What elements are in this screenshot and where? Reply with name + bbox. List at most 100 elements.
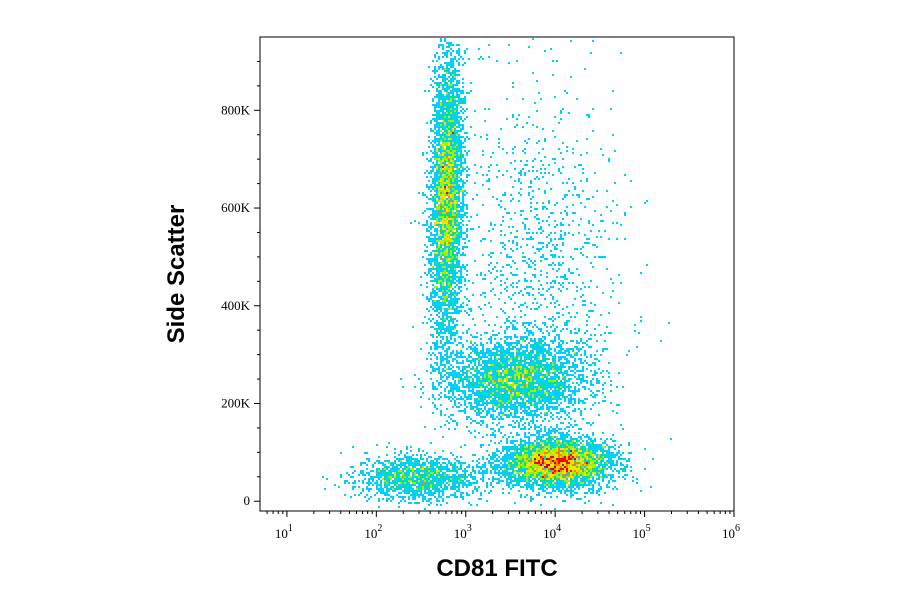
density-dot — [438, 218, 440, 220]
density-dot — [450, 80, 452, 82]
density-dot — [448, 206, 450, 208]
density-dot — [562, 352, 564, 354]
density-dot — [554, 360, 556, 362]
density-dot — [426, 208, 428, 210]
density-dot — [512, 458, 514, 460]
density-dot — [562, 364, 564, 366]
density-dot — [446, 102, 448, 104]
density-dot — [524, 346, 526, 348]
density-dot — [536, 432, 538, 434]
density-dot — [550, 396, 552, 398]
density-dot — [432, 318, 434, 320]
density-dot — [448, 136, 450, 138]
density-dot — [562, 396, 564, 398]
density-dot — [460, 56, 462, 58]
density-dot — [556, 460, 558, 462]
density-dot — [434, 304, 436, 306]
density-dot — [528, 478, 530, 480]
density-dot — [458, 352, 460, 354]
density-dot — [552, 484, 554, 486]
density-dot — [478, 404, 480, 406]
density-dot — [550, 468, 552, 470]
density-dot — [582, 370, 584, 372]
density-dot — [532, 472, 534, 474]
density-dot — [444, 414, 446, 416]
density-dot — [520, 466, 522, 468]
density-dot — [444, 170, 446, 172]
density-dot — [548, 484, 550, 486]
density-dot — [492, 370, 494, 372]
density-dot — [448, 124, 450, 126]
density-dot — [434, 292, 436, 294]
density-dot — [458, 386, 460, 388]
density-dot — [470, 404, 472, 406]
density-dot — [530, 384, 532, 386]
density-dot — [558, 418, 560, 420]
density-dot — [482, 416, 484, 418]
density-dot — [582, 444, 584, 446]
density-dot — [550, 482, 552, 484]
density-dot — [536, 454, 538, 456]
density-dot — [514, 342, 516, 344]
density-dot — [440, 124, 442, 126]
density-dot — [450, 330, 452, 332]
density-dot — [444, 244, 446, 246]
density-dot — [452, 168, 454, 170]
density-dot — [508, 390, 510, 392]
density-dot — [444, 166, 446, 168]
density-dot — [578, 452, 580, 454]
density-dot — [446, 316, 448, 318]
density-dot — [552, 340, 554, 342]
density-dot — [450, 160, 452, 162]
density-dot — [432, 308, 434, 310]
density-dot — [442, 376, 444, 378]
density-dot — [454, 296, 456, 298]
density-dot — [452, 64, 454, 66]
density-dot — [504, 376, 506, 378]
density-dot — [476, 370, 478, 372]
density-dot — [576, 458, 578, 460]
density-dot — [448, 396, 450, 398]
density-dot — [546, 484, 548, 486]
density-dot — [446, 174, 448, 176]
density-dot — [614, 464, 616, 466]
density-dot — [434, 250, 436, 252]
density-dot — [458, 70, 460, 72]
density-dot — [454, 138, 456, 140]
density-dot — [474, 370, 476, 372]
density-dot — [508, 398, 510, 400]
density-dot — [566, 462, 568, 464]
density-dot — [488, 388, 490, 390]
density-dot — [570, 462, 572, 464]
density-dot — [524, 374, 526, 376]
density-dot — [436, 380, 438, 382]
density-dot — [440, 202, 442, 204]
density-dot — [440, 218, 442, 220]
density-dot — [442, 44, 444, 46]
density-dot — [466, 108, 468, 110]
density-dot — [498, 362, 500, 364]
density-dot — [444, 250, 446, 252]
density-dot — [442, 192, 444, 194]
density-dot — [512, 464, 514, 466]
density-dot — [530, 400, 532, 402]
density-dot — [434, 174, 436, 176]
density-dot — [548, 390, 550, 392]
density-dot — [536, 468, 538, 470]
density-dot — [490, 380, 492, 382]
density-dot — [514, 394, 516, 396]
density-dot — [454, 190, 456, 192]
density-dot — [474, 394, 476, 396]
density-dot — [564, 454, 566, 456]
density-dot — [520, 348, 522, 350]
density-dot — [468, 402, 470, 404]
density-dot — [446, 240, 448, 242]
density-dot — [436, 210, 438, 212]
density-dot — [434, 218, 436, 220]
density-dot — [492, 364, 494, 366]
density-dot — [534, 340, 536, 342]
density-dot — [452, 320, 454, 322]
density-dot — [508, 388, 510, 390]
density-dot — [440, 208, 442, 210]
density-dot — [534, 366, 536, 368]
